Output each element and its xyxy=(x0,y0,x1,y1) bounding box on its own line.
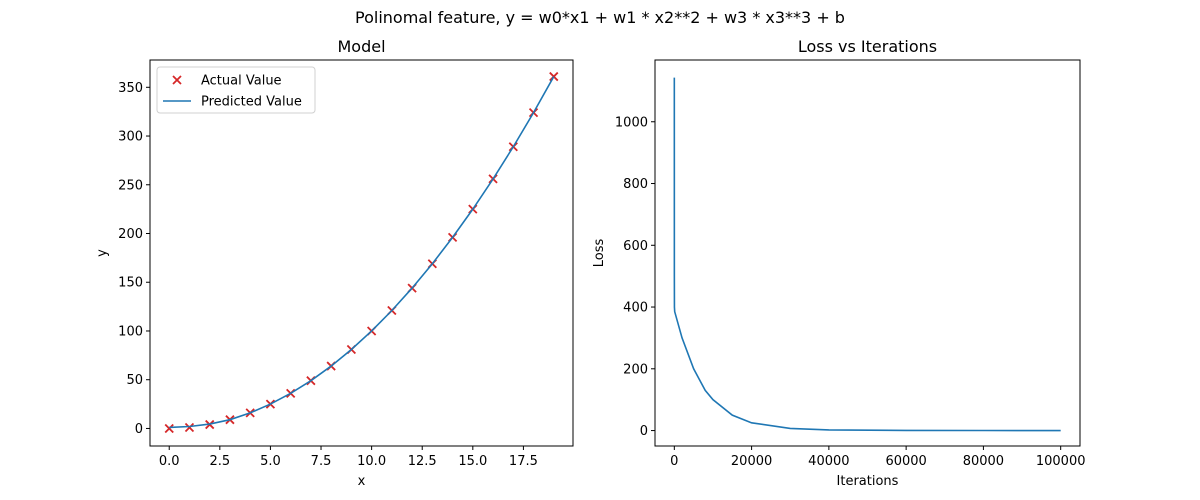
plot-frame xyxy=(654,59,1081,447)
x-tick-label: 0 xyxy=(670,454,678,469)
x-tick-label: 20000 xyxy=(731,454,772,469)
x-tick-label: 5.0 xyxy=(260,454,281,469)
marker-stroke xyxy=(164,423,174,434)
y-tick-label: 200 xyxy=(118,227,143,242)
y-axis-label: y xyxy=(95,249,110,257)
figure-suptitle: Polinomal feature, y = w0*x1 + w1 * x2**… xyxy=(355,8,845,27)
series-line xyxy=(673,77,1061,432)
y-tick-label: 100 xyxy=(118,324,143,339)
y-tick-label: 200 xyxy=(623,362,648,377)
x-tick-label: 15.0 xyxy=(458,454,487,469)
x-axis-label: x xyxy=(358,474,366,489)
y-tick-label: 150 xyxy=(118,276,143,291)
x-tick-label: 0.0 xyxy=(159,454,180,469)
y-tick-label: 300 xyxy=(118,130,143,145)
data-point-marker xyxy=(164,423,174,434)
data-point-marker xyxy=(549,71,559,82)
legend-label: Predicted Value xyxy=(201,95,302,110)
marker-stroke xyxy=(549,71,559,82)
legend-marker xyxy=(172,75,182,85)
y-tick-label: 350 xyxy=(118,81,143,96)
x-tick-label: 80000 xyxy=(963,454,1004,469)
marker-stroke xyxy=(184,422,195,433)
legend: Actual Value Predicted Value xyxy=(156,66,316,114)
x-tick-label: 12.5 xyxy=(408,454,437,469)
y-tick-label: 0 xyxy=(640,424,648,439)
data-point-marker xyxy=(184,422,195,433)
x-tick-label: 10.0 xyxy=(357,454,386,469)
y-axis-label: Loss xyxy=(592,239,607,268)
x-tick-label: 40000 xyxy=(808,454,849,469)
series-line xyxy=(169,76,555,429)
y-tick-label: 1000 xyxy=(615,115,648,130)
y-tick-label: 600 xyxy=(623,239,648,254)
x-tick-label: 60000 xyxy=(885,454,926,469)
chart-title: Model xyxy=(337,37,385,56)
legend-box xyxy=(156,66,316,114)
x-tick-label: 100000 xyxy=(1036,454,1086,469)
x-axis-label: Iterations xyxy=(837,474,899,489)
y-tick-label: 250 xyxy=(118,178,143,193)
chart-panel-1: 0.0 2.5 5.0 7.5 10.0 12.5 15.0 17.5 0 50 100 150 200… xyxy=(95,37,574,489)
chart-title: Loss vs Iterations xyxy=(798,37,937,56)
plot-frame xyxy=(149,59,574,447)
chart-panel-2: 0 20000 40000 60000 80000 100000 0 200 400 600 800… xyxy=(592,37,1086,489)
x-tick-label: 17.5 xyxy=(509,454,538,469)
x-tick-label: 2.5 xyxy=(209,454,230,469)
y-tick-label: 800 xyxy=(623,177,648,192)
y-tick-label: 400 xyxy=(623,301,648,316)
y-tick-label: 50 xyxy=(126,373,143,388)
legend-label: Actual Value xyxy=(201,74,282,89)
y-tick-label: 0 xyxy=(135,422,143,437)
x-tick-label: 7.5 xyxy=(311,454,332,469)
